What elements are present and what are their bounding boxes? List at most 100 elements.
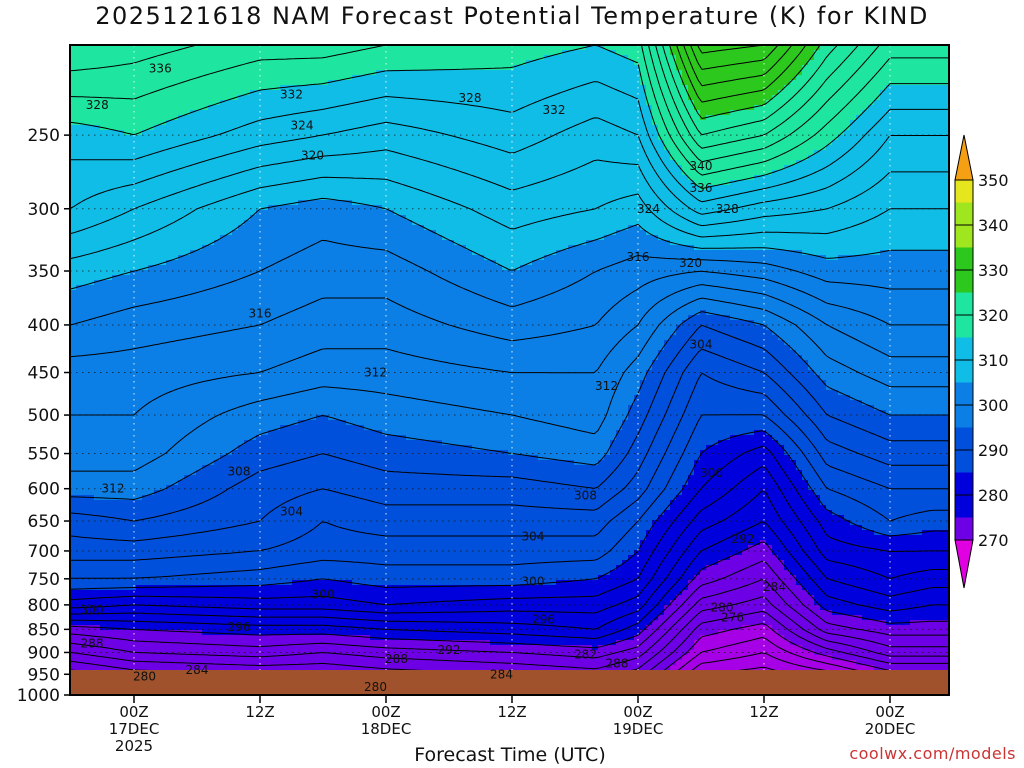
theta-cell <box>130 90 137 96</box>
theta-cell <box>532 95 539 101</box>
theta-cell <box>640 140 647 146</box>
theta-cell <box>616 185 623 191</box>
theta-cell <box>238 120 245 126</box>
theta-cell <box>652 75 659 81</box>
theta-cell <box>424 170 431 176</box>
theta-cell <box>508 85 515 91</box>
theta-cell <box>454 60 461 66</box>
theta-cell <box>286 125 293 131</box>
theta-cell <box>184 60 191 66</box>
theta-cell <box>682 175 689 181</box>
theta-cell <box>658 205 665 211</box>
theta-cell <box>388 140 395 146</box>
theta-cell <box>154 180 161 186</box>
theta-cell <box>178 190 185 196</box>
theta-cell <box>202 160 209 166</box>
theta-cell <box>394 125 401 131</box>
theta-cell <box>718 210 725 216</box>
theta-cell <box>490 140 497 146</box>
theta-cell <box>490 185 497 191</box>
theta-cell <box>94 165 101 171</box>
theta-cell <box>208 200 215 206</box>
theta-cell <box>634 155 641 161</box>
theta-cell <box>238 130 245 136</box>
theta-cell <box>880 80 887 86</box>
theta-cell <box>784 70 791 76</box>
theta-cell <box>412 75 419 81</box>
theta-cell <box>700 140 707 146</box>
theta-cell <box>634 135 641 141</box>
theta-cell <box>430 135 437 141</box>
theta-cell <box>508 145 515 151</box>
theta-cell <box>346 55 353 61</box>
theta-cell <box>688 160 695 166</box>
theta-cell <box>532 130 539 136</box>
theta-cell <box>394 175 401 181</box>
theta-cell <box>820 115 827 121</box>
theta-cell <box>406 200 413 206</box>
theta-cell <box>106 115 113 121</box>
theta-cell <box>712 135 719 141</box>
theta-cell <box>934 60 941 66</box>
theta-cell <box>256 140 263 146</box>
theta-cell <box>388 60 395 66</box>
theta-cell <box>742 185 749 191</box>
theta-cell <box>604 125 611 131</box>
theta-cell <box>892 125 899 131</box>
theta-cell <box>550 205 557 211</box>
theta-cell <box>820 110 827 116</box>
theta-cell <box>220 155 227 161</box>
theta-cell <box>820 205 827 211</box>
theta-cell <box>820 155 827 161</box>
theta-cell <box>298 80 305 86</box>
theta-cell <box>922 140 929 146</box>
theta-cell <box>574 205 581 211</box>
theta-cell <box>508 130 515 136</box>
theta-cell <box>868 120 875 126</box>
theta-cell <box>610 85 617 91</box>
theta-cell <box>340 150 347 156</box>
theta-cell <box>868 125 875 131</box>
theta-cell <box>436 190 443 196</box>
theta-cell <box>256 115 263 121</box>
theta-cell <box>826 115 833 121</box>
theta-cell <box>778 45 785 51</box>
theta-cell <box>838 200 845 206</box>
theta-cell <box>760 120 767 126</box>
theta-cell <box>322 75 329 81</box>
theta-cell <box>364 155 371 161</box>
theta-cell <box>922 70 929 76</box>
theta-cell <box>916 170 923 176</box>
theta-cell <box>466 75 473 81</box>
theta-cell <box>460 130 467 136</box>
theta-cell <box>772 60 779 66</box>
theta-cell <box>898 180 905 186</box>
theta-cell <box>484 155 491 161</box>
theta-cell <box>556 95 563 101</box>
theta-cell <box>334 75 341 81</box>
theta-cell <box>316 150 323 156</box>
theta-cell <box>364 185 371 191</box>
theta-cell <box>88 135 95 141</box>
theta-cell <box>766 180 773 186</box>
theta-cell <box>898 150 905 156</box>
theta-cell <box>736 140 743 146</box>
theta-cell <box>310 200 317 206</box>
theta-cell <box>280 150 287 156</box>
theta-cell <box>652 145 659 151</box>
theta-cell <box>238 95 245 101</box>
theta-cell <box>262 120 269 126</box>
theta-cell <box>682 190 689 196</box>
theta-cell <box>388 125 395 131</box>
theta-cell <box>400 180 407 186</box>
theta-cell <box>736 200 743 206</box>
theta-cell <box>322 200 329 206</box>
theta-cell <box>868 175 875 181</box>
theta-cell <box>634 140 641 146</box>
theta-cell <box>448 55 455 61</box>
theta-cell <box>550 55 557 61</box>
theta-cell <box>232 105 239 111</box>
theta-cell <box>322 45 329 51</box>
theta-cell <box>880 125 887 131</box>
theta-cell <box>160 175 167 181</box>
